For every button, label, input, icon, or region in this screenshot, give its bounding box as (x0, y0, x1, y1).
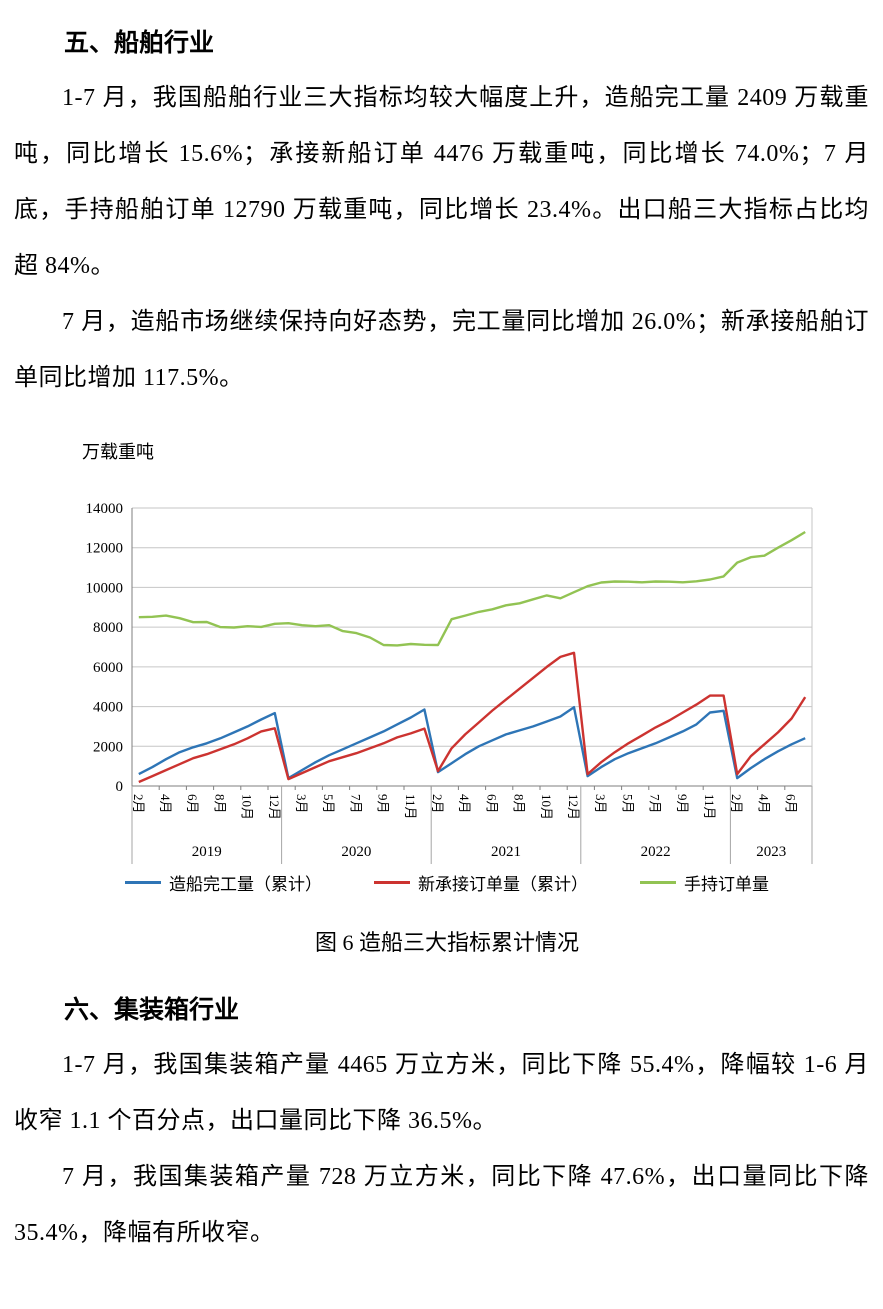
svg-text:2月: 2月 (131, 794, 146, 814)
ship-indicators-line-chart: 0 2000 4000 6000 8000 10000 12000 14000 2月 4月 6月 8月… (86, 501, 813, 864)
svg-text:12000: 12000 (86, 541, 124, 557)
legend-label-completions: 造船完工量（累计） (169, 875, 322, 894)
document-page: 五、船舶行业 1-7 月，我国船舶行业三大指标均较大幅度上升，造船完工量 240… (14, 29, 869, 1246)
svg-text:7月: 7月 (348, 794, 363, 814)
svg-text:8月: 8月 (512, 794, 527, 814)
legend-item-new-orders: 新承接订单量（累计） (374, 870, 588, 895)
svg-text:9月: 9月 (675, 794, 690, 814)
legend-label-backlog: 手持订单量 (684, 875, 769, 894)
legend-line-new-orders-icon (374, 881, 410, 884)
svg-text:10月: 10月 (539, 794, 554, 820)
svg-text:5月: 5月 (321, 794, 336, 814)
svg-text:3月: 3月 (593, 794, 608, 814)
section-heading-ships: 五、船舶行业 (64, 29, 215, 57)
svg-text:4000: 4000 (93, 700, 123, 716)
containers-paragraph-2: 7 月，我国集装箱产量 728 万立方米，同比下降 47.6%，出口量同比下降 … (14, 1164, 869, 1246)
chart-y-axis-title: 万载重吨 (82, 442, 154, 462)
svg-text:2000: 2000 (93, 739, 123, 755)
svg-text:6000: 6000 (93, 660, 123, 676)
svg-text:10000: 10000 (86, 580, 124, 596)
svg-text:12月: 12月 (566, 794, 581, 820)
legend-item-backlog: 手持订单量 (640, 870, 769, 895)
svg-text:2020: 2020 (341, 844, 371, 860)
legend-line-completions-icon (125, 881, 161, 884)
legend-item-completions: 造船完工量（累计） (125, 870, 322, 895)
chart-legend: 造船完工量（累计） 新承接订单量（累计） 手持订单量 (62, 870, 832, 895)
ships-paragraph-1: 1-7 月，我国船舶行业三大指标均较大幅度上升，造船完工量 2409 万载重吨，… (14, 85, 869, 279)
svg-text:4月: 4月 (457, 794, 472, 814)
svg-text:11月: 11月 (702, 794, 717, 820)
svg-text:12月: 12月 (267, 794, 282, 820)
svg-text:10月: 10月 (240, 794, 255, 820)
ships-paragraph-2: 7 月，造船市场继续保持向好态势，完工量同比增加 26.0%；新承接船舶订单同比… (14, 309, 869, 391)
svg-text:7月: 7月 (648, 794, 663, 814)
svg-text:4月: 4月 (756, 794, 771, 814)
legend-label-new-orders: 新承接订单量（累计） (418, 875, 588, 894)
svg-text:4月: 4月 (158, 794, 173, 814)
figure-caption: 图 6 造船三大指标累计情况 (314, 930, 579, 955)
svg-text:6月: 6月 (484, 794, 499, 814)
svg-text:3月: 3月 (294, 794, 309, 814)
svg-text:9月: 9月 (376, 794, 391, 814)
section-heading-containers: 六、集装箱行业 (64, 996, 240, 1024)
svg-text:2月: 2月 (729, 794, 744, 814)
svg-text:14000: 14000 (86, 501, 124, 517)
svg-text:6月: 6月 (185, 794, 200, 814)
svg-text:2023: 2023 (756, 844, 786, 860)
svg-text:2022: 2022 (641, 844, 671, 860)
legend-line-backlog-icon (640, 881, 676, 884)
svg-text:2月: 2月 (430, 794, 445, 814)
svg-text:5月: 5月 (620, 794, 635, 814)
svg-text:2019: 2019 (192, 844, 222, 860)
svg-text:8000: 8000 (93, 620, 123, 636)
svg-text:2021: 2021 (491, 844, 521, 860)
svg-text:6月: 6月 (784, 794, 799, 814)
figure-ship-indicators: 万载重吨 0 2000 4000 6000 8000 10000 12000 14000 2月 4… (62, 438, 869, 957)
svg-text:0: 0 (116, 779, 124, 795)
containers-paragraph-1: 1-7 月，我国集装箱产量 4465 万立方米，同比下降 55.4%，降幅较 1… (14, 1052, 869, 1134)
svg-text:11月: 11月 (403, 794, 418, 820)
svg-text:8月: 8月 (212, 794, 227, 814)
